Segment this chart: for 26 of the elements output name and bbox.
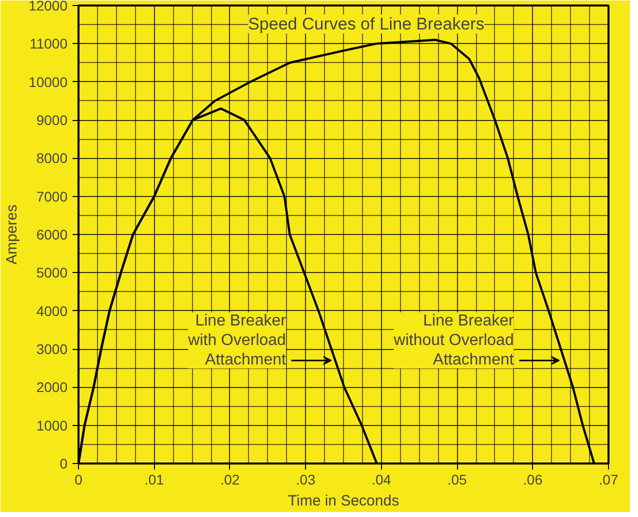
y-tick-label: 3000 bbox=[36, 341, 68, 357]
y-tick-label: 12000 bbox=[28, 0, 68, 14]
x-tick-label: .06 bbox=[523, 472, 543, 488]
annotation: Line Breaker with Overload Attachment bbox=[187, 312, 287, 368]
y-tick-label: 0 bbox=[60, 456, 68, 472]
x-axis-title: Time in Seconds bbox=[288, 492, 400, 510]
x-tick-label: .01 bbox=[144, 472, 164, 488]
text: Speed Curves of Line Breakers bbox=[248, 14, 484, 34]
y-tick-label: 11000 bbox=[30, 36, 68, 52]
y-tick-label: 4000 bbox=[36, 302, 68, 319]
y-tick-label: 8000 bbox=[36, 150, 68, 166]
y-axis-title: Amperes bbox=[4, 204, 21, 265]
x-tick-label: .05 bbox=[447, 472, 468, 488]
y-tick-label: 6000 bbox=[36, 226, 68, 242]
y-tick-label: 7000 bbox=[36, 188, 68, 204]
y-tick-label: 10000 bbox=[28, 74, 68, 90]
x-tick-label: .04 bbox=[372, 472, 392, 488]
y-tick-label: 1000 bbox=[36, 417, 68, 434]
x-tick-label: .03 bbox=[296, 472, 316, 488]
x-tick-label: 0 bbox=[74, 472, 83, 488]
x-tick-label: .02 bbox=[220, 472, 240, 488]
y-tick-label: 5000 bbox=[36, 264, 68, 281]
annotation: Line Breaker without Overload Attachment bbox=[392, 312, 515, 368]
y-tick-label: 9000 bbox=[36, 112, 68, 128]
x-tick-label: .07 bbox=[598, 472, 618, 488]
y-tick-label: 2000 bbox=[36, 379, 68, 396]
